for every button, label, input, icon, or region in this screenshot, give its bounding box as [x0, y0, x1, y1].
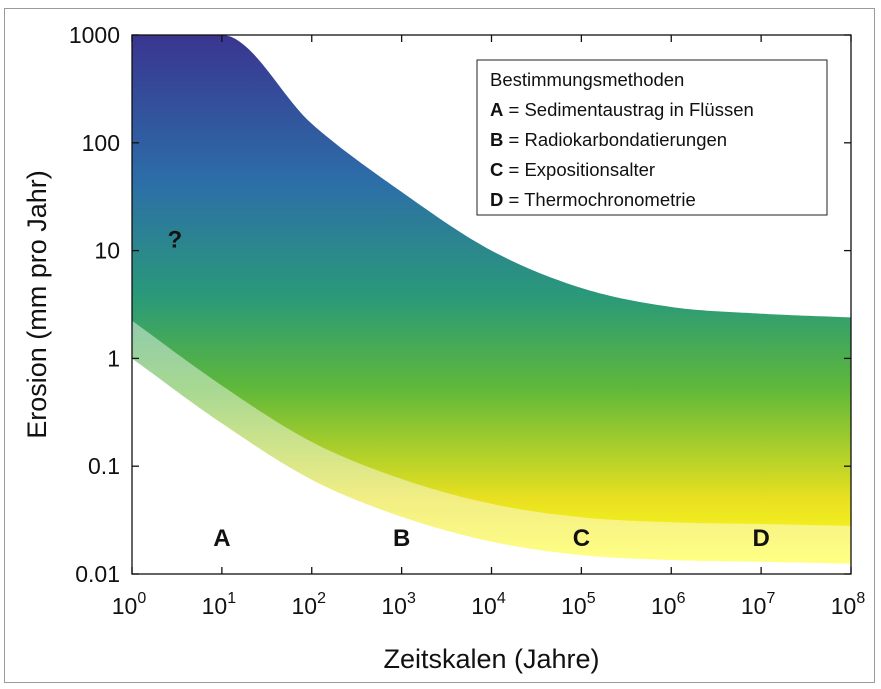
y-tick-label: 0.01 [75, 561, 120, 587]
x-tick-exponent: 3 [407, 590, 416, 607]
x-tick-base: 10 [471, 593, 497, 619]
x-tick-label: 105 [561, 590, 596, 619]
erosion-band-lower-fade [132, 320, 851, 564]
method-label: B [393, 525, 410, 552]
erosion-band-area [132, 35, 851, 564]
method-label: ? [168, 226, 183, 253]
x-tick-base: 10 [651, 593, 677, 619]
legend-entry-label: Radiokarbondatierungen [524, 129, 727, 150]
x-tick-exponent: 2 [317, 590, 326, 607]
y-axis: 0.01 0.1 1 10 100 1000 [69, 22, 851, 587]
y-tick-label: 1 [107, 345, 120, 371]
x-tick-base: 10 [561, 593, 587, 619]
legend-title: Bestimmungsmethoden [490, 69, 684, 90]
x-tick-exponent: 6 [677, 590, 686, 607]
x-tick-exponent: 8 [856, 590, 865, 607]
method-annotations: ? A B C D [168, 226, 770, 552]
x-tick-base: 10 [831, 593, 857, 619]
legend-entry: C = Expositionsalter [490, 159, 655, 180]
y-tick-label: 1000 [69, 22, 120, 48]
x-axis-title: Zeitskalen (Jahre) [383, 644, 599, 674]
x-tick-label: 102 [292, 590, 327, 619]
legend-entries: A = Sedimentaustrag in Flüssen B = Radiok… [490, 99, 754, 210]
x-tick-exponent: 5 [587, 590, 596, 607]
x-tick-label: 101 [202, 590, 237, 619]
legend-entry-label: Thermochronometrie [524, 189, 696, 210]
x-tick-base: 10 [202, 593, 228, 619]
x-tick-base: 10 [292, 593, 318, 619]
x-tick-exponent: 4 [497, 590, 506, 607]
method-label: D [752, 525, 769, 552]
erosion-band [132, 35, 851, 564]
x-tick-label: 103 [381, 590, 416, 619]
x-tick-label: 100 [112, 590, 147, 619]
legend-box [476, 59, 828, 216]
x-tick-exponent: 7 [766, 590, 775, 607]
legend-entry-separator: = [503, 159, 524, 180]
x-tick-label: 107 [741, 590, 776, 619]
legend: Bestimmungsmethoden A = Sedimentaustrag … [476, 59, 828, 216]
y-tick-label: 0.1 [88, 453, 120, 479]
x-tick-exponent: 0 [137, 590, 146, 607]
x-tick-base: 10 [381, 593, 407, 619]
legend-entry: A = Sedimentaustrag in Flüssen [490, 99, 754, 120]
x-axis: 100 101 102 103 104 105 106 107 108 [112, 35, 866, 619]
y-tick-label: 100 [82, 130, 120, 156]
y-tick-label: 10 [94, 238, 120, 264]
legend-entry: D = Thermochronometrie [490, 189, 696, 210]
x-tick-base: 10 [741, 593, 767, 619]
x-tick-exponent: 1 [227, 590, 236, 607]
y-axis-title: Erosion (mm pro Jahr) [22, 170, 52, 439]
legend-entry: B = Radiokarbondatierungen [490, 129, 727, 150]
legend-entry-key: A [490, 99, 503, 120]
legend-entry-separator: = [503, 99, 524, 120]
x-tick-base: 10 [112, 593, 138, 619]
x-tick-label: 104 [471, 590, 506, 619]
x-tick-label: 106 [651, 590, 686, 619]
method-label: A [213, 525, 230, 552]
legend-entry-key: D [490, 189, 503, 210]
method-label: C [573, 525, 590, 552]
legend-entry-key: B [490, 129, 503, 150]
legend-entry-separator: = [503, 129, 524, 150]
x-tick-label: 108 [831, 590, 866, 619]
legend-entry-separator: = [503, 189, 524, 210]
legend-entry-label: Sedimentaustrag in Flüssen [524, 99, 753, 120]
legend-entry-label: Expositionsalter [524, 159, 655, 180]
legend-entry-key: C [490, 159, 503, 180]
